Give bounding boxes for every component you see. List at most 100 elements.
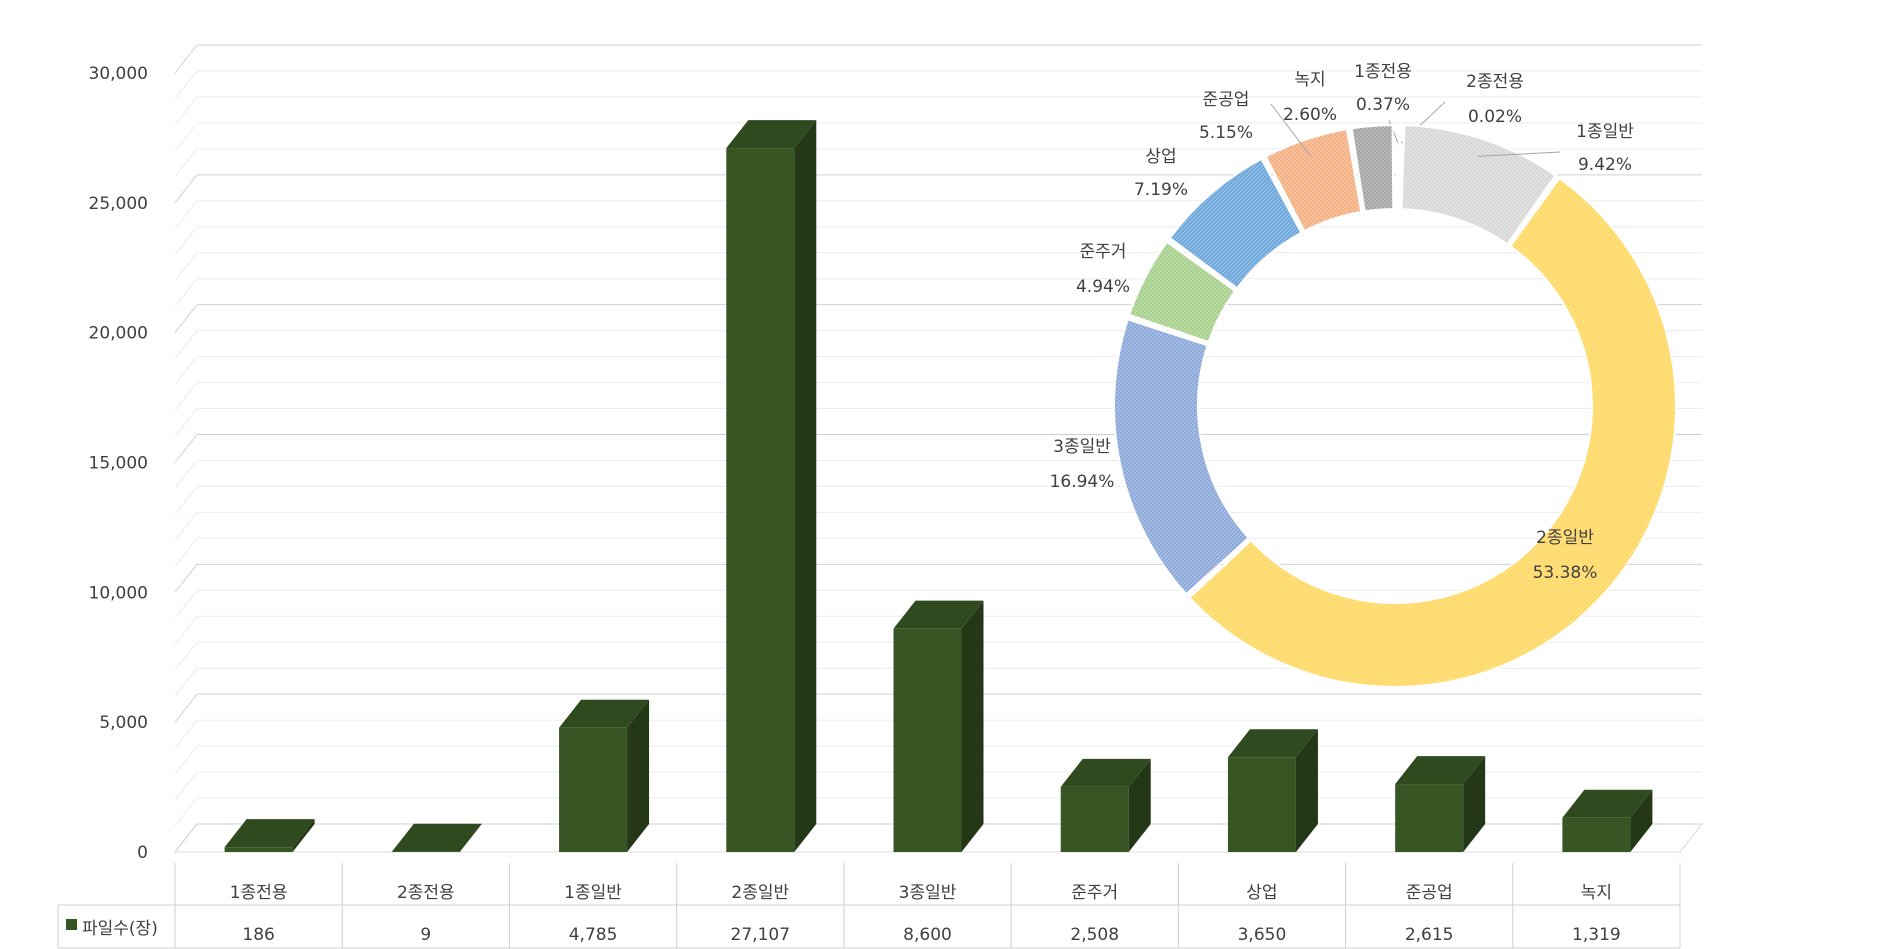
bar-front — [726, 148, 795, 852]
doughnut-slice — [1113, 318, 1251, 596]
doughnut-slice — [1400, 124, 1557, 246]
bar-side — [1463, 756, 1486, 852]
bar-side — [961, 600, 984, 852]
slice-percent-label: 7.19% — [1134, 180, 1188, 200]
bar-side — [1630, 789, 1653, 852]
doughnut-slice — [1264, 127, 1363, 233]
x-category-label: 2종일반 — [731, 883, 789, 903]
leader-line — [1477, 151, 1561, 157]
slice-hatch — [1129, 241, 1236, 343]
y-tick-label: 25,000 — [89, 194, 148, 214]
slice-hatch — [1169, 158, 1302, 289]
bar-front — [224, 847, 293, 852]
bar — [391, 823, 482, 852]
gridlines — [173, 44, 1704, 853]
bar-series — [224, 120, 1653, 852]
minor-gridline — [174, 797, 198, 827]
bar-side — [1128, 758, 1151, 852]
slice-category-label: 1종일반 — [1576, 122, 1634, 142]
x-category-label: 1종일반 — [564, 883, 622, 903]
data-table-value: 186 — [242, 925, 274, 945]
major-gridline — [174, 304, 198, 333]
major-gridline — [174, 564, 198, 593]
slice-percent-label: 16.94% — [1050, 472, 1115, 492]
minor-gridline — [174, 96, 198, 126]
minor-gridline — [174, 278, 198, 308]
slice-category-label: 녹지 — [1294, 70, 1325, 90]
bar — [1060, 758, 1151, 852]
y-tick-label: 0 — [137, 843, 148, 863]
bar — [1562, 789, 1653, 852]
minor-gridline — [174, 252, 198, 282]
y-axis: 0 5,000 10,000 15,000 20,000 25,000 30,000 — [89, 64, 148, 863]
slice-category-label: 상업 — [1145, 147, 1176, 167]
slice-hatch — [1351, 125, 1394, 212]
bar-side — [794, 120, 817, 852]
minor-gridline — [174, 719, 198, 749]
bar-front — [559, 727, 628, 852]
slice-hatch — [1399, 125, 1402, 210]
doughnut-slice — [1127, 240, 1237, 344]
doughnut-slice — [1398, 124, 1403, 211]
x-category-label: 녹지 — [1581, 883, 1612, 903]
minor-gridline — [174, 615, 198, 645]
bar-side — [292, 819, 315, 852]
legend-series-name: 파일수(장) — [82, 919, 158, 939]
bar-top — [1227, 729, 1318, 758]
y-tick-label: 20,000 — [89, 324, 148, 344]
bar — [893, 600, 984, 852]
slice-category-label: 2종전용 — [1466, 72, 1524, 92]
major-gridline — [174, 44, 198, 74]
bar-top — [893, 600, 984, 629]
slice-category-label: 2종일반 — [1536, 528, 1594, 548]
bar-front — [1395, 784, 1464, 852]
bar-front — [1060, 786, 1129, 852]
minor-gridline — [174, 408, 198, 437]
minor-gridline — [174, 226, 198, 256]
slice-category-label: 1종전용 — [1354, 62, 1412, 82]
data-table-value: 3,650 — [1238, 925, 1287, 945]
slice-hatch — [1265, 129, 1362, 232]
data-table-value: 2,615 — [1405, 925, 1454, 945]
bar — [1395, 756, 1486, 852]
bar-side — [1295, 729, 1318, 852]
y-tick-label: 30,000 — [89, 64, 148, 84]
slice-percent-label: 9.42% — [1578, 155, 1632, 175]
slice-percent-label: 4.94% — [1076, 277, 1130, 297]
slice-hatch — [1401, 125, 1556, 245]
bar — [726, 120, 817, 852]
slice-percent-label: 0.02% — [1468, 107, 1522, 127]
bar-front — [1562, 817, 1631, 852]
bar-top — [391, 823, 482, 852]
bar-front — [1227, 757, 1296, 852]
slice-hatch — [1189, 178, 1676, 687]
bar-top — [1395, 756, 1486, 785]
doughnut-slice — [1350, 124, 1395, 213]
y-tick-label: 10,000 — [89, 583, 148, 603]
minor-gridline — [174, 486, 198, 515]
bar — [559, 699, 650, 852]
slice-percent-label: 2.60% — [1283, 105, 1337, 125]
x-category-label: 3종일반 — [899, 883, 957, 903]
minor-gridline — [174, 70, 198, 100]
doughnut-slice — [1168, 157, 1303, 290]
data-table-value: 2,508 — [1070, 925, 1119, 945]
data-table-value: 27,107 — [731, 925, 790, 945]
bar-top — [1060, 758, 1151, 787]
x-category-label: 준공업 — [1406, 883, 1453, 903]
data-table: 1종전용 186 2종전용 9 1종일반 4,785 2종일반 27,107 3종일반 8,600… — [57, 863, 1681, 949]
bar-side — [459, 823, 482, 852]
data-table-value: 8,600 — [903, 925, 952, 945]
minor-gridline — [174, 356, 198, 385]
minor-gridline — [174, 382, 198, 411]
bar-top — [224, 819, 315, 848]
data-table-value: 1,319 — [1572, 925, 1621, 945]
x-category-label: 2종전용 — [397, 883, 455, 903]
doughnut-slice — [1188, 176, 1677, 688]
bar-top — [1562, 789, 1653, 818]
y-tick-label: 15,000 — [89, 454, 148, 474]
slice-category-label: 3종일반 — [1053, 437, 1111, 457]
minor-gridline — [174, 460, 198, 489]
bar — [224, 819, 315, 852]
